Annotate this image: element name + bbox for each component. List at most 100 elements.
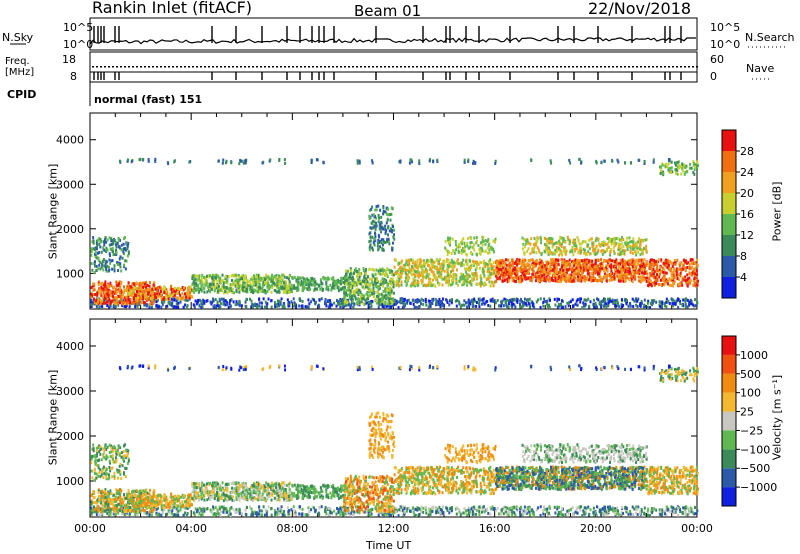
power-cell [291,290,294,294]
power-cell [186,304,189,308]
power-cell [104,296,107,300]
velocity-cell [267,491,270,495]
velocity-cell [409,509,412,513]
velocity-cell [137,497,140,501]
power-cell [424,300,427,304]
power-cell [387,304,390,308]
power-cell [196,287,199,291]
velocity-cell [228,509,231,513]
power-cell [109,299,112,303]
power-cell [112,298,115,302]
power-cell [104,282,107,286]
power-cell [179,300,182,304]
velocity-cell [414,507,417,511]
velocity-cell [490,507,493,511]
power-cell [338,281,341,285]
x-axis-label: Time UT [366,539,412,552]
velocity-cell [281,481,284,485]
power-cell [164,290,167,294]
velocity-cell [258,505,261,509]
freq-dot [364,66,366,68]
power-cell [507,302,510,306]
velocity-cell [98,458,101,462]
power-cell [193,276,196,280]
velocity-cell [604,507,607,511]
power-cell [210,282,213,286]
power-cell [126,247,129,251]
velocity-cell [304,488,307,492]
velocity-cell [109,454,112,458]
velocity-cell [535,508,538,512]
freq-dot [496,66,498,68]
velocity-cell [472,507,475,511]
power-cell [129,301,132,305]
power-cell [206,290,209,294]
power-cell [255,280,258,284]
velocity-cell [290,491,293,495]
power-cell [177,301,180,305]
velocity-cell [283,483,286,487]
velocity-cell [95,476,98,480]
velocity-cell [267,489,270,493]
power-cell [379,302,382,306]
velocity-cell [236,510,239,514]
power-cell [99,245,102,249]
power-cell [104,293,107,297]
velocity-cell [116,468,119,472]
velocity-cell [602,507,605,511]
velocity-cell [232,490,235,494]
velocity-cell [177,509,180,513]
power-cell [243,281,246,285]
power-cell [246,298,249,302]
velocity-cell [205,482,208,486]
power-cell [282,301,285,305]
power-cell [348,302,351,306]
power-cell [117,238,120,242]
power-cell [683,298,686,302]
velocity-cell [594,511,597,515]
power-cell [210,287,213,291]
freq-dot [540,66,542,68]
power-cell [489,304,492,308]
power-cell [120,248,123,252]
power-cell [694,298,697,302]
velocity-cell [241,496,244,500]
freq-dot [264,66,266,68]
velocity-cell [112,493,115,497]
power-cell [97,256,100,260]
velocity-cell [99,445,102,449]
power-cell [117,283,120,287]
power-cell [352,305,355,309]
freq-dot [188,66,190,68]
velocity-cell [672,512,675,516]
velocity-cell [262,485,265,489]
velocity-cell [467,508,470,512]
velocity-cell [235,496,238,500]
velocity-cell [478,505,481,509]
power-cell [101,259,104,263]
velocity-cell [127,457,130,461]
velocity-cell [159,500,162,504]
velocity-cell [125,503,128,507]
velocity-cell [271,493,274,497]
power-cell [530,301,533,305]
velocity-cell [519,513,522,517]
velocity-cell [450,508,453,512]
velocity-cell [290,508,293,512]
velocity-cell [349,503,352,507]
power-cell [139,302,142,306]
power-cell [128,286,131,290]
power-cell [275,303,278,307]
velocity-cell [194,507,197,511]
velocity-cell [160,505,163,509]
velocity-cell [309,489,312,493]
power-cell [122,252,125,256]
power-cell [129,292,132,296]
velocity-cell [99,500,102,504]
power-cell [149,288,152,292]
velocity-cell [295,513,298,517]
velocity-cell [305,490,308,494]
power-cell [219,288,222,292]
power-cell [96,291,99,295]
power-cell [636,304,639,308]
